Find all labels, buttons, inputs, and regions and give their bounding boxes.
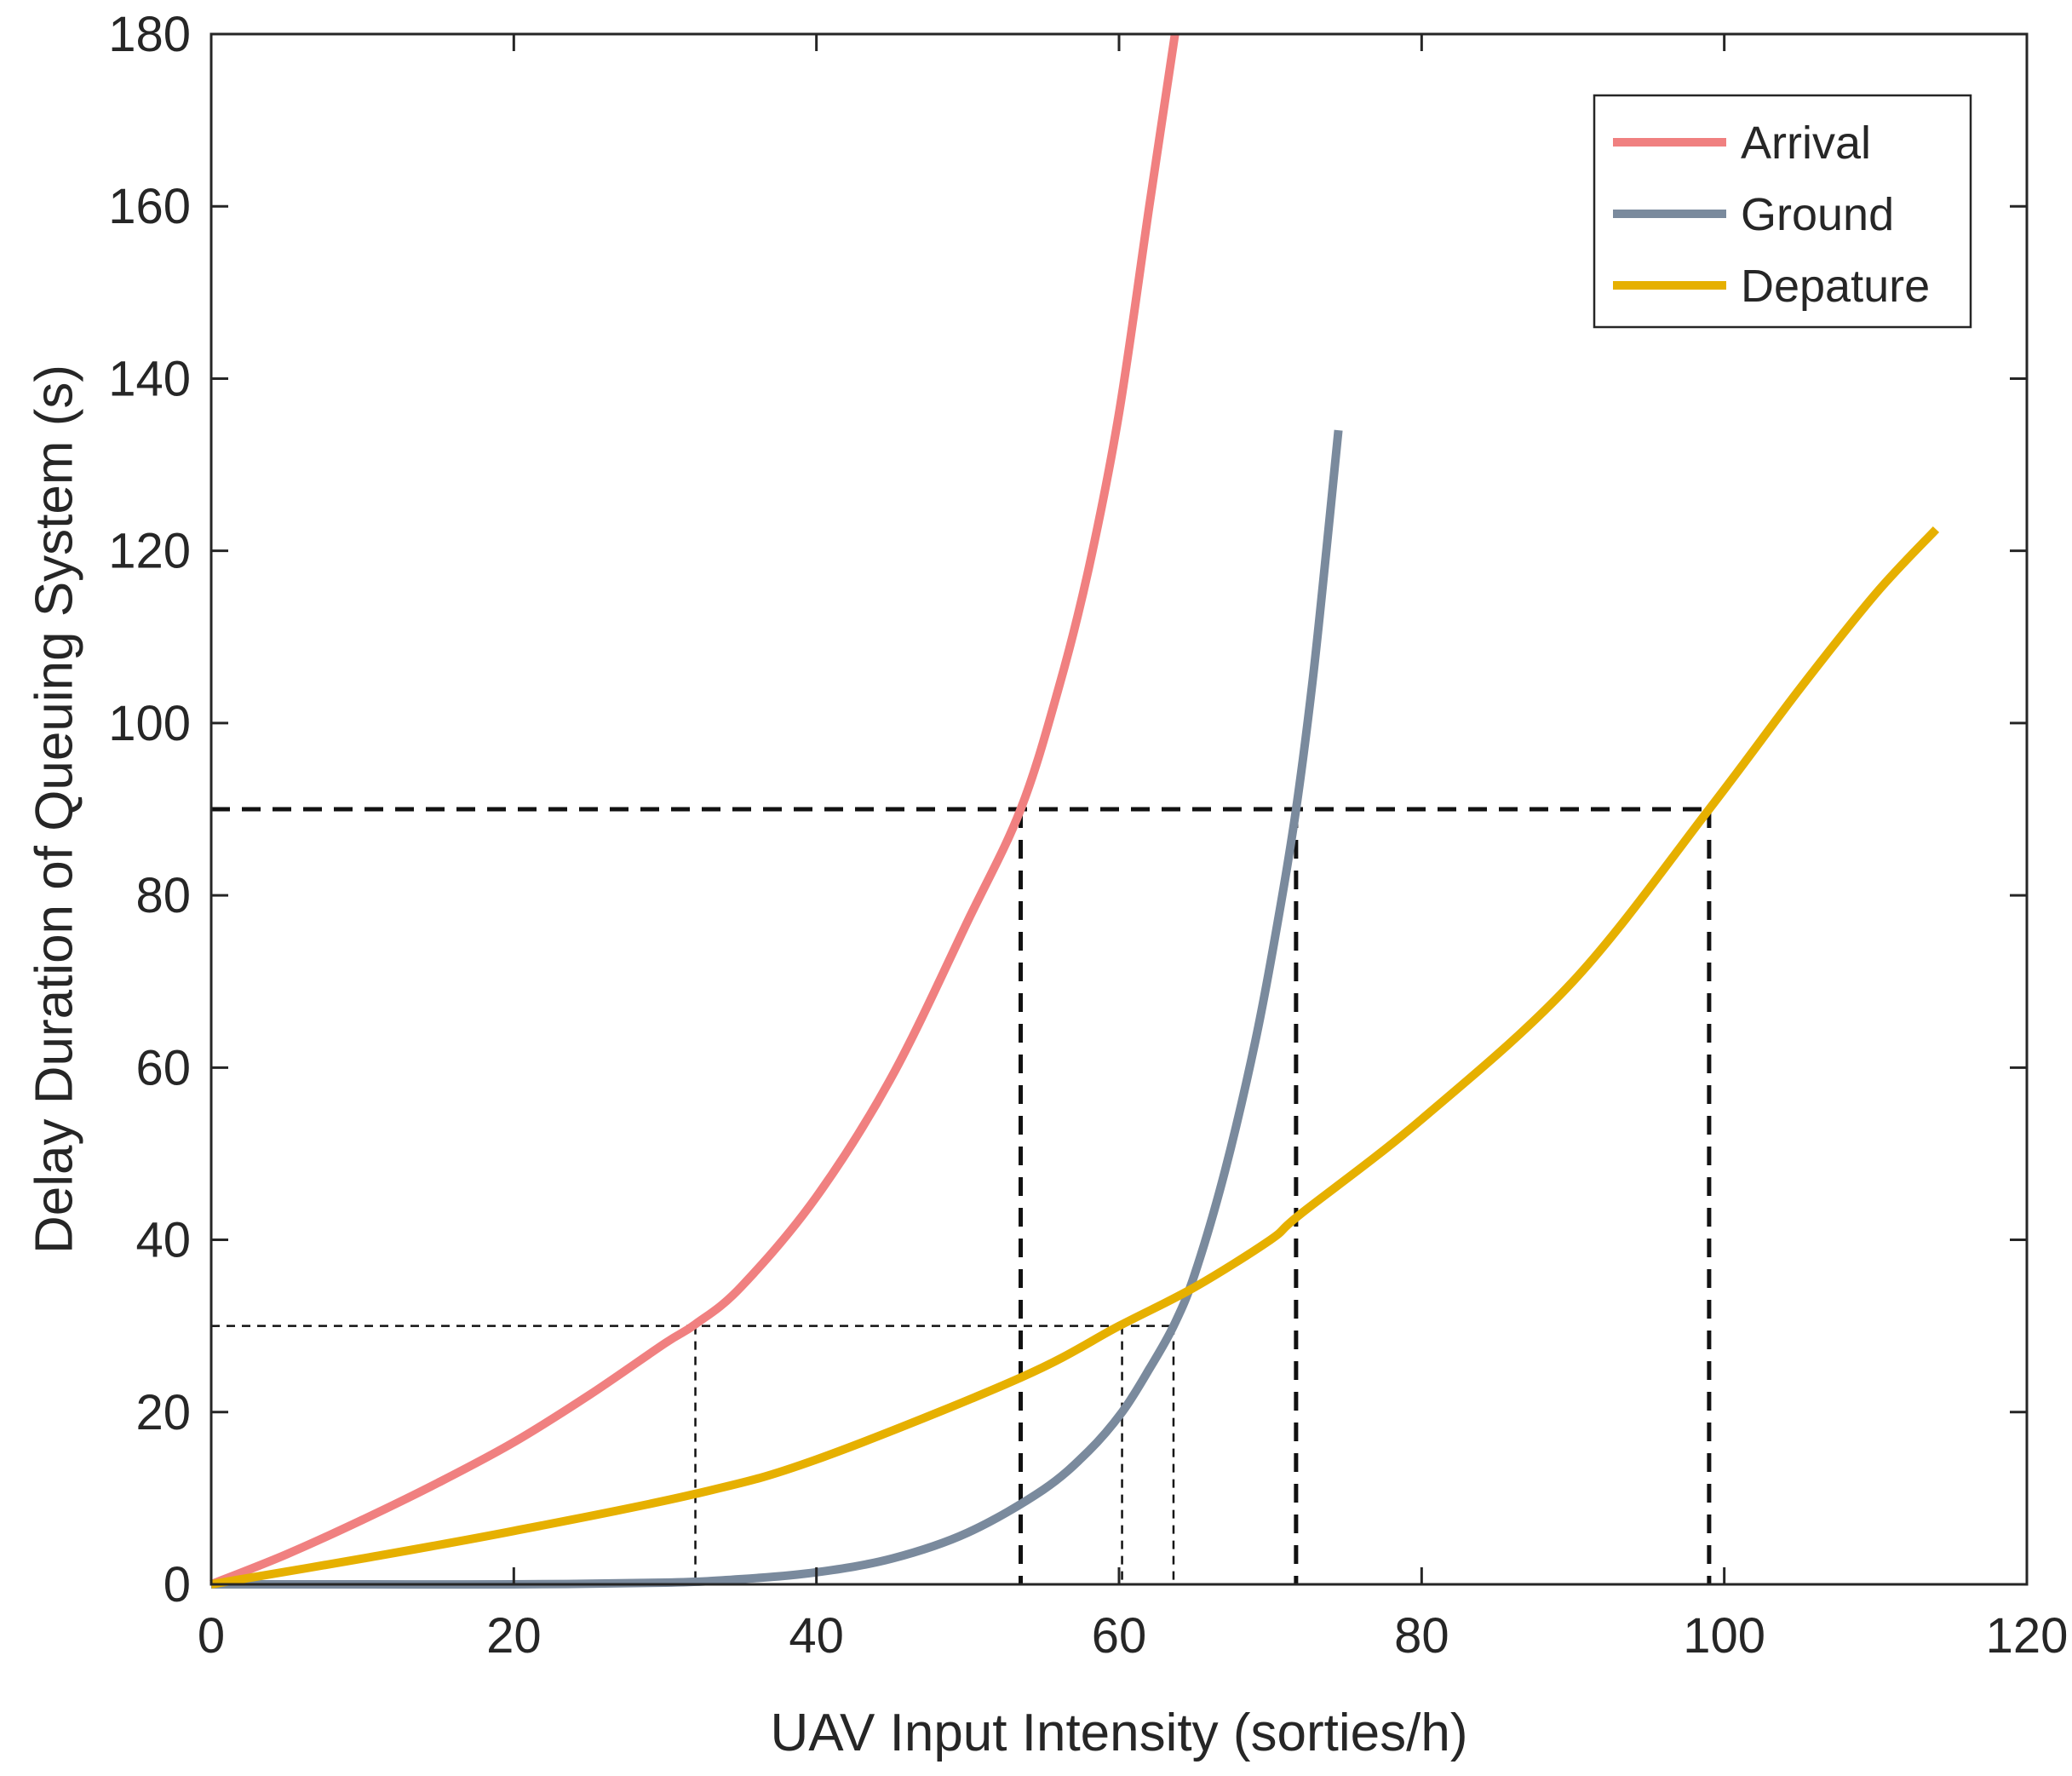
x-tick-label: 120 — [1986, 1608, 2069, 1664]
y-tick-label: 160 — [108, 179, 191, 234]
y-tick-label: 140 — [108, 351, 191, 406]
x-tick-label: 0 — [198, 1608, 225, 1664]
y-axis-title: Delay Duration of Queuing System (s) — [25, 365, 83, 1254]
series-line-depature — [210, 526, 1940, 1589]
legend-label-ground: Ground — [1741, 189, 1894, 240]
y-tick-label: 120 — [108, 524, 191, 579]
x-axis-title: UAV Input Intensity (sorties/h) — [771, 1704, 1468, 1762]
y-tick-label: 100 — [108, 696, 191, 751]
y-tick-label: 20 — [135, 1385, 191, 1440]
y-tick-label: 40 — [135, 1213, 191, 1268]
axis-ticks: 0 20 40 60 80 100 120 0 20 40 60 80 100 120 140 160 180 — [108, 7, 2068, 1664]
y-tick-label: 80 — [135, 868, 191, 923]
y-tick-label: 0 — [164, 1557, 191, 1612]
y-tick-label: 180 — [108, 7, 191, 62]
x-tick-label: 20 — [486, 1608, 542, 1664]
x-tick-label: 100 — [1683, 1608, 1765, 1664]
y-tick-label: 60 — [135, 1040, 191, 1095]
legend-label-depature: Depature — [1741, 261, 1930, 312]
legend: Arrival Ground Depature — [1593, 94, 1972, 329]
series-line-arrival — [209, 33, 1179, 1589]
x-tick-label: 40 — [789, 1608, 844, 1664]
x-tick-label: 60 — [1092, 1608, 1147, 1664]
x-tick-label: 80 — [1394, 1608, 1449, 1664]
legend-label-arrival: Arrival — [1741, 118, 1871, 169]
